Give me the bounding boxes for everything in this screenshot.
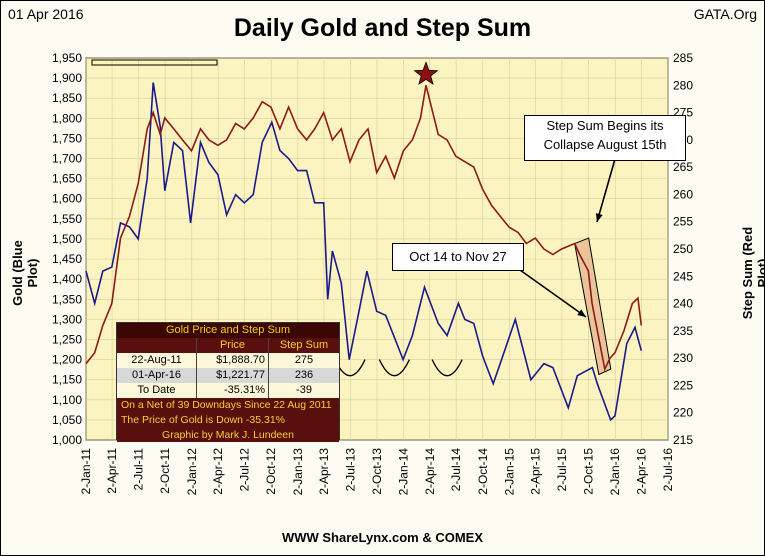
y-tick-right: 215 [673,433,693,447]
x-tick-label: 2-Jul-16 [661,448,675,492]
y-tick-right: 260 [673,187,693,201]
x-tick-label: 2-Jul-13 [343,448,357,492]
y-tick-right: 245 [673,269,693,283]
y-tick-right: 240 [673,297,693,311]
y-tick-left: 1,200 [52,353,82,367]
chart-title: Daily Gold and Step Sum [233,14,532,42]
period-arrow-head [577,309,586,317]
table-row: 01-Apr-16 $1,221.77 236 [117,368,339,383]
cup-arc [431,359,463,377]
y-tick-left: 1,800 [52,111,82,125]
row-label: 22-Aug-11 [117,353,197,368]
y-tick-right: 225 [673,378,693,392]
y-tick-right: 280 [673,78,693,92]
stats-note-1: On a Net of 39 Downdays Since 22 Aug 201… [117,398,339,413]
stats-header-row: Price Step Sum [117,338,339,353]
x-tick-label: 2-Jan-16 [608,448,622,496]
y-tick-right: 250 [673,242,693,256]
y-tick-left: 1,300 [52,312,82,326]
period-arrow [519,269,587,318]
y-tick-left: 1,050 [52,413,82,427]
x-tick-label: 2-Jul-12 [238,448,252,492]
peak-star-icon [413,61,439,86]
y-tick-left: 1,350 [52,292,82,306]
y-axis-left-label: Gold (Blue Plot) [10,240,40,306]
collapse-callout-line2: Collapse August 15th [543,137,667,152]
x-tick-label: 2-Apr-15 [529,448,543,495]
y-tick-right: 265 [673,160,693,174]
row-label: 01-Apr-16 [117,368,197,383]
x-tick-label: 2-Apr-13 [317,448,331,495]
top-bar-marker [91,59,218,66]
y-tick-right: 285 [673,51,693,65]
stats-header-step: Step Sum [269,338,339,353]
y-tick-right: 255 [673,215,693,229]
row-price: -35.31% [197,383,269,398]
step-sum-series-line [85,85,643,372]
source-label: GATA.Org [693,6,757,22]
y-tick-left: 1,150 [52,373,82,387]
x-tick-label: 2-Oct-11 [158,448,172,494]
x-tick-label: 2-Apr-12 [211,448,225,495]
table-row: 22-Aug-11 $1,888.70 275 [117,353,339,368]
row-price: $1,221.77 [197,368,269,383]
footer-credit: WWW ShareLynx.com & COMEX [281,530,484,545]
y-tick-left: 1,400 [52,272,82,286]
y-tick-left: 1,700 [52,152,82,166]
row-price: $1,888.70 [197,353,269,368]
x-tick-label: 2-Oct-14 [476,448,490,495]
gold-series-line [85,82,643,422]
x-tick-label: 2-Jan-13 [291,448,305,496]
y-tick-left: 1,900 [52,71,82,85]
date-label: 01 Apr 2016 [8,6,84,22]
collapse-arrow [596,158,616,223]
stats-note-2: The Price of Gold is Down -35.31% [117,413,339,428]
y-tick-left: 1,950 [52,51,82,65]
cup-arc [378,359,410,377]
y-tick-left: 1,550 [52,212,82,226]
y-tick-left: 1,000 [52,433,82,447]
y-tick-left: 1,750 [52,131,82,145]
y-tick-right: 220 [673,406,693,420]
x-tick-label: 2-Jan-11 [79,448,93,495]
y-tick-left: 1,500 [52,232,82,246]
y-tick-left: 1,250 [52,332,82,346]
collapse-callout-line1: Step Sum Begins its [546,118,664,133]
y-tick-left: 1,600 [52,192,82,206]
stats-credit: Graphic by Mark J. Lundeen [117,428,339,442]
y-tick-left: 1,650 [52,172,82,186]
x-tick-label: 2-Jan-12 [185,448,199,496]
y-axis-right-label: Step Sum (Red Plot) [740,226,765,320]
x-tick-label: 2-Oct-13 [370,448,384,495]
x-tick-label: 2-Apr-16 [635,448,649,495]
x-tick-label: 2-Jan-14 [397,448,411,496]
y-tick-left: 1,850 [52,91,82,105]
x-tick-label: 2-Jul-15 [555,448,569,492]
x-tick-label: 2-Oct-12 [264,448,278,495]
stats-table-title: Gold Price and Step Sum [117,323,339,338]
x-tick-label: 2-Apr-14 [423,448,437,495]
y-tick-right: 230 [673,351,693,365]
stats-header-price: Price [197,338,269,353]
collapse-arrow-head [595,213,603,222]
x-tick-label: 2-Jul-14 [449,448,463,492]
y-tick-left: 1,100 [52,393,82,407]
table-row: To Date -35.31% -39 [117,383,339,398]
stats-table: Gold Price and Step Sum Price Step Sum 2… [116,322,340,442]
row-step: 275 [269,353,339,368]
y-tick-right: 235 [673,324,693,338]
stats-header-blank [117,338,197,353]
x-tick-label: 2-Jul-11 [131,448,145,491]
row-step: -39 [269,383,339,398]
x-tick-label: 2-Apr-11 [105,448,119,494]
y-tick-left: 1,450 [52,252,82,266]
collapse-callout: Step Sum Begins its Collapse August 15th [524,115,686,161]
row-label: To Date [117,383,197,398]
row-step: 236 [269,368,339,383]
period-callout: Oct 14 to Nov 27 [392,243,524,271]
x-tick-label: 2-Jan-15 [502,448,516,496]
x-tick-label: 2-Oct-15 [582,448,596,495]
